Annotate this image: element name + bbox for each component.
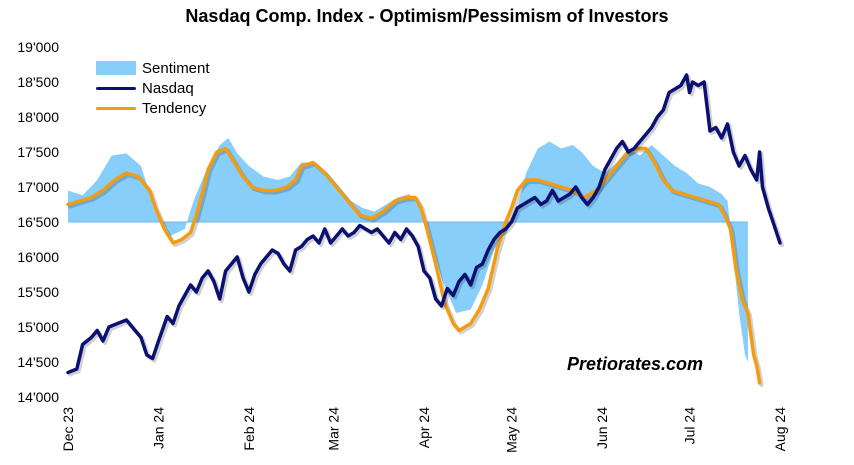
x-tick-label: Jan 24 bbox=[150, 407, 166, 449]
series-layer bbox=[66, 73, 784, 387]
y-tick-label: 15'000 bbox=[17, 319, 59, 335]
y-tick-label: 16'000 bbox=[17, 249, 59, 265]
y-tick-label: 14'500 bbox=[17, 354, 59, 370]
x-tick-label: Dec 23 bbox=[60, 407, 76, 452]
chart-title: Nasdaq Comp. Index - Optimism/Pessimism … bbox=[185, 6, 669, 26]
y-tick-label: 16'500 bbox=[17, 214, 59, 230]
x-tick-label: Mar 24 bbox=[326, 407, 342, 451]
y-tick-label: 18'500 bbox=[17, 74, 59, 90]
watermark: Pretiorates.com bbox=[567, 354, 704, 374]
x-tick-label: Apr 24 bbox=[416, 407, 432, 448]
legend-label-tendency: Tendency bbox=[142, 99, 207, 117]
y-tick-label: 15'500 bbox=[17, 284, 59, 300]
y-tick-label: 17'000 bbox=[17, 179, 59, 195]
x-tick-label: Jul 24 bbox=[682, 407, 698, 445]
series-nasdaq-line bbox=[66, 73, 782, 375]
series-sentiment-area bbox=[68, 138, 748, 362]
legend-item-nasdaq: Nasdaq bbox=[96, 78, 210, 98]
series-tendency-line bbox=[66, 146, 762, 385]
legend-label-sentiment: Sentiment bbox=[142, 59, 210, 77]
legend-item-tendency: Tendency bbox=[96, 98, 210, 118]
legend-item-sentiment: Sentiment bbox=[96, 58, 210, 78]
legend-swatch-tendency bbox=[96, 106, 136, 110]
legend-label-nasdaq: Nasdaq bbox=[142, 79, 194, 97]
legend: Sentiment Nasdaq Tendency bbox=[96, 58, 210, 118]
y-tick-label: 19'000 bbox=[17, 39, 59, 55]
legend-swatch-sentiment bbox=[96, 61, 136, 75]
x-tick-label: Aug 24 bbox=[772, 407, 788, 452]
y-axis: 19'000 18'500 18'000 17'500 17'000 16'500 16'0… bbox=[17, 39, 59, 405]
x-tick-label: May 24 bbox=[504, 407, 520, 453]
x-tick-label: Feb 24 bbox=[241, 407, 257, 451]
x-tick-label: Jun 24 bbox=[594, 407, 610, 449]
y-tick-label: 17'500 bbox=[17, 144, 59, 160]
y-tick-label: 18'000 bbox=[17, 109, 59, 125]
legend-swatch-nasdaq bbox=[96, 86, 136, 90]
y-tick-label: 14'000 bbox=[17, 389, 59, 405]
x-axis: Dec 23 Jan 24 Feb 24 Mar 24 Apr 24 May 24 Jun … bbox=[60, 407, 788, 453]
